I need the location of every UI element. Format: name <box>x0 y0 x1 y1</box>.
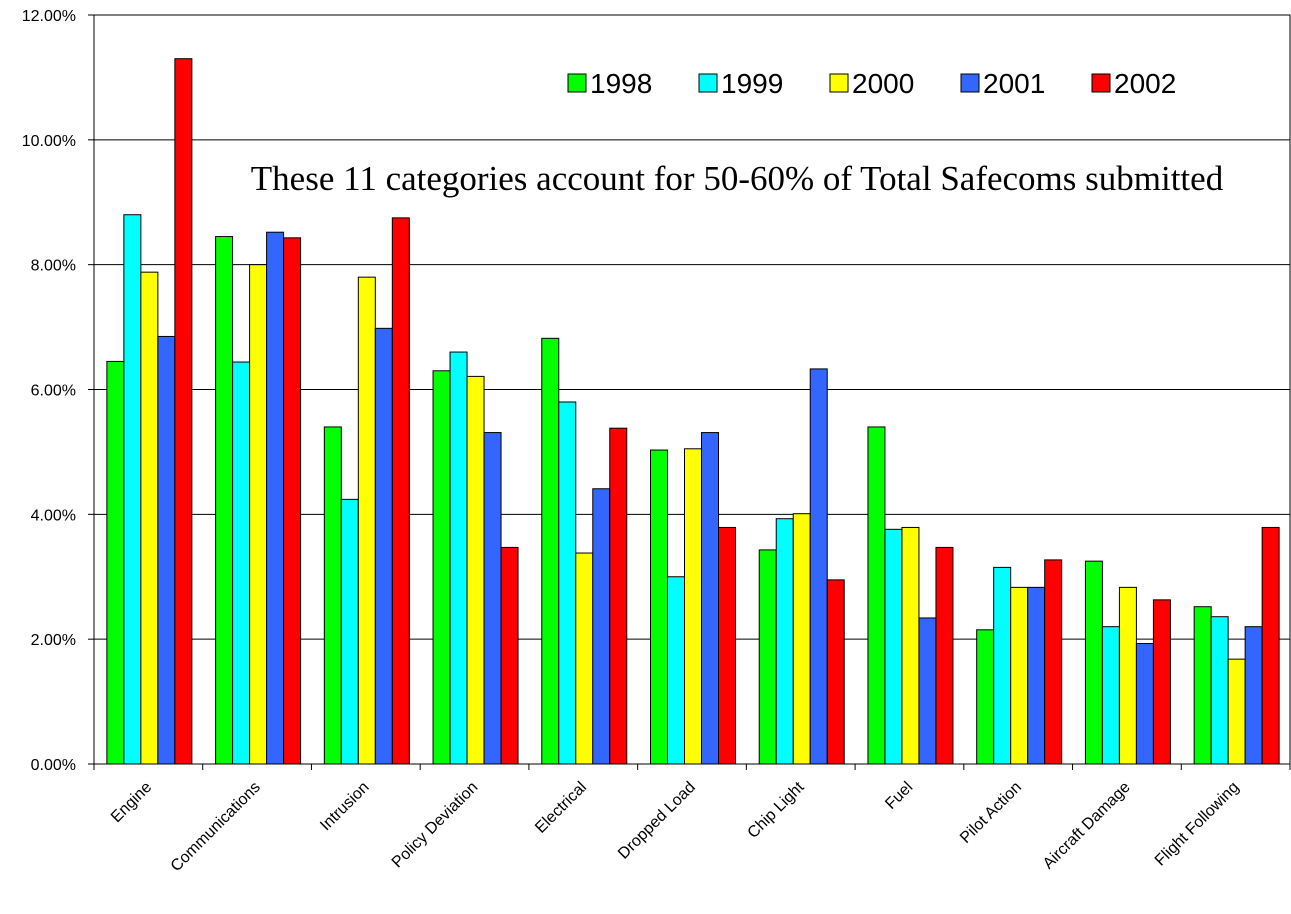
bar-1999-electrical <box>558 401 577 765</box>
legend-swatch <box>829 73 849 93</box>
bar-2002-engine <box>174 58 193 765</box>
bar-2000-fuel <box>901 526 920 765</box>
bar-1999-flight-following <box>1210 616 1229 765</box>
x-tick-label: Dropped Load <box>615 779 699 863</box>
bar-2002-policy-deviation <box>500 546 519 765</box>
y-tick-label: 10.00% <box>22 133 76 150</box>
bar-2000-intrusion <box>357 276 376 765</box>
x-tick-label: Aircraft Damage <box>1040 779 1134 873</box>
y-tick-label: 6.00% <box>31 383 76 400</box>
bar-1999-communications <box>232 361 251 765</box>
bar-2001-engine <box>157 335 176 765</box>
y-tick-label: 4.00% <box>31 507 76 524</box>
x-tick-label: Policy Deviation <box>389 779 482 872</box>
bar-2000-pilot-action <box>1010 586 1029 765</box>
x-tick-label: Engine <box>108 779 155 826</box>
bar-1998-pilot-action <box>976 629 995 765</box>
bar-2001-pilot-action <box>1027 586 1046 765</box>
bar-2001-fuel <box>918 617 937 765</box>
x-tick-label: Pilot Action <box>957 779 1025 847</box>
bar-2002-chip-light <box>826 579 845 765</box>
y-tick-labels: 0.00% 2.00% 4.00% 6.00% 8.00% 10.00% 12.00% <box>22 8 76 774</box>
bar-2000-policy-deviation <box>466 375 485 765</box>
bar-2001-aircraft-damage <box>1135 643 1154 765</box>
bar-1998-intrusion <box>323 426 342 765</box>
legend-swatch <box>567 73 587 93</box>
bars <box>106 58 1280 765</box>
bar-1998-electrical <box>541 337 560 765</box>
legend-label: 1998 <box>590 68 652 99</box>
bar-1999-aircraft-damage <box>1101 626 1120 765</box>
bar-2000-electrical <box>575 552 594 765</box>
chart-annotation: These 11 categories account for 50-60% o… <box>251 159 1224 198</box>
bar-2001-intrusion <box>374 327 393 765</box>
bar-1999-intrusion <box>340 498 359 765</box>
bar-2000-engine <box>140 271 159 765</box>
bar-2002-aircraft-damage <box>1152 599 1171 765</box>
legend-label: 1999 <box>721 68 783 99</box>
bar-1998-aircraft-damage <box>1084 560 1103 765</box>
bar-2001-communications <box>266 231 285 765</box>
bar-1998-chip-light <box>758 549 777 765</box>
bar-2000-chip-light <box>792 513 811 765</box>
bar-1999-dropped-load <box>667 576 685 765</box>
x-tick-label: Flight Following <box>1152 779 1243 870</box>
bar-2001-chip-light <box>809 368 828 765</box>
x-tick-label: Electrical <box>532 779 590 837</box>
bar-2001-electrical <box>592 488 611 765</box>
bar-2002-dropped-load <box>718 526 736 765</box>
legend-swatch <box>698 73 718 93</box>
bar-2002-flight-following <box>1261 526 1280 765</box>
legend-label: 2001 <box>983 68 1045 99</box>
x-tick-label: Chip Light <box>745 778 808 841</box>
bar-2002-fuel <box>935 546 954 765</box>
bar-2000-flight-following <box>1227 658 1246 765</box>
bar-1998-communications <box>215 236 234 765</box>
bar-2000-communications <box>249 264 268 765</box>
bar-1999-engine <box>123 214 142 765</box>
legend-swatch <box>960 73 980 93</box>
bar-1998-dropped-load <box>650 449 668 765</box>
y-tick-label: 8.00% <box>31 258 76 275</box>
bar-1999-pilot-action <box>993 566 1012 765</box>
axes <box>88 14 1291 770</box>
legend: 1998 1999 2000 2001 2002 <box>567 68 1176 99</box>
x-tick-label: Communications <box>168 779 264 875</box>
y-tick-label: 0.00% <box>31 757 76 774</box>
bar-1999-fuel <box>884 528 903 765</box>
x-tick-label: Intrusion <box>317 779 372 834</box>
x-tick-labels: Engine Communications Intrusion Policy Devi… <box>108 778 1243 875</box>
bar-1998-policy-deviation <box>432 370 451 765</box>
bar-1998-fuel <box>867 426 886 765</box>
bar-2002-electrical <box>609 427 628 765</box>
bar-2001-policy-deviation <box>483 432 502 765</box>
y-tick-label: 2.00% <box>31 632 76 649</box>
x-tick-label: Fuel <box>882 779 916 813</box>
bar-1999-policy-deviation <box>449 351 468 765</box>
y-tick-label: 12.00% <box>22 8 76 25</box>
bar-2002-intrusion <box>391 217 410 765</box>
bar-2001-dropped-load <box>701 432 719 765</box>
bar-2002-communications <box>283 237 302 765</box>
legend-swatch <box>1091 73 1111 93</box>
legend-label: 2002 <box>1114 68 1176 99</box>
bar-2002-pilot-action <box>1044 559 1063 765</box>
bar-2001-flight-following <box>1244 626 1263 765</box>
bar-1998-flight-following <box>1193 606 1212 765</box>
legend-label: 2000 <box>852 68 914 99</box>
bar-2000-dropped-load <box>684 448 702 765</box>
bar-2000-aircraft-damage <box>1118 586 1137 765</box>
bar-1998-engine <box>106 360 125 765</box>
bar-1999-chip-light <box>775 518 794 765</box>
